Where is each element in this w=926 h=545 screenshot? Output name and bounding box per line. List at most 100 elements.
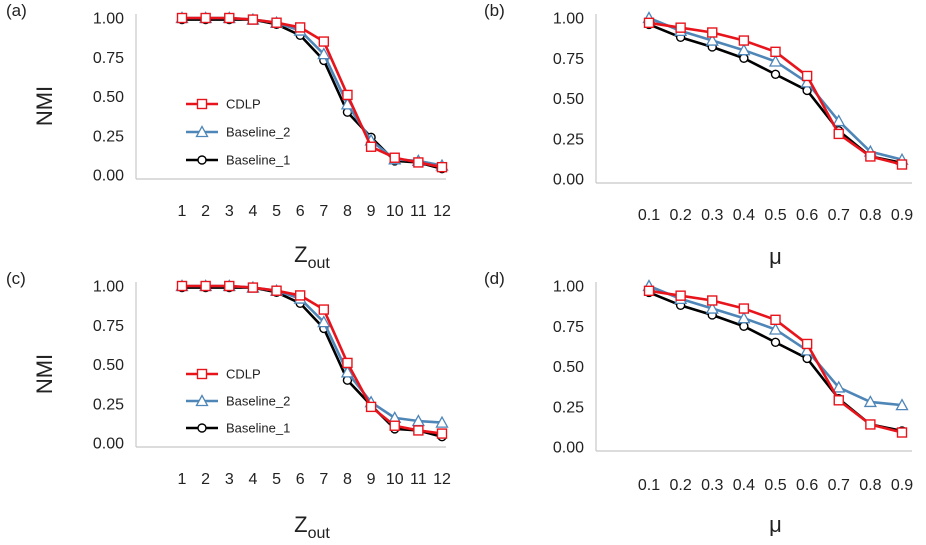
data-point — [643, 285, 655, 297]
panel-label: (a) — [6, 1, 27, 20]
x-axis-label: μ — [769, 512, 782, 537]
data-point — [317, 315, 331, 328]
data-point — [832, 380, 846, 393]
data-point — [436, 161, 448, 173]
legend-swatch-marker — [197, 155, 207, 165]
series-line — [648, 289, 903, 434]
y-tick-label: 1.00 — [553, 279, 584, 296]
x-tick-label: 4 — [248, 471, 257, 488]
x-tick-label: 9 — [367, 471, 376, 488]
data-point — [294, 290, 306, 301]
series-baseline-1 — [644, 287, 907, 436]
legend-label: CDLP — [226, 367, 261, 382]
x-tick-label: 0.4 — [733, 207, 755, 224]
data-point — [707, 295, 718, 306]
x-tick-label: 0.3 — [701, 207, 723, 224]
x-tick-label: 3 — [225, 203, 234, 220]
data-point — [176, 280, 188, 292]
x-tick-label: 0.6 — [796, 207, 818, 224]
legend-swatch-marker — [196, 368, 208, 380]
legend-swatch-marker — [195, 125, 209, 138]
series-baseline-2 — [175, 11, 449, 171]
data-point — [739, 321, 749, 331]
legend-swatch-marker — [195, 394, 209, 407]
legend-swatch-marker — [196, 98, 208, 110]
data-point — [340, 365, 355, 378]
x-axis-label-subscript: out — [308, 255, 331, 272]
x-tick-label: 12 — [433, 471, 451, 488]
x-tick-label: 7 — [319, 203, 328, 220]
y-tick-label: 0.50 — [553, 359, 584, 376]
series-baseline-1 — [644, 19, 907, 168]
data-point — [342, 89, 353, 101]
x-tick-label: 5 — [272, 471, 281, 488]
data-point — [342, 357, 353, 369]
x-axis-label: Zout — [294, 242, 330, 272]
series-baseline-1 — [177, 282, 447, 442]
data-point — [436, 428, 448, 439]
series-line — [648, 21, 903, 166]
legend: CDLP Baseline_2 Baseline_1 — [186, 367, 290, 436]
chart-panel-a: (a)0.000.250.500.751.001 2 3 4 5 6 7 8 9 10 11 12NM… — [6, 1, 451, 272]
x-tick-label: 0.7 — [828, 477, 850, 494]
legend-label: Baseline_2 — [226, 125, 290, 140]
series-line — [648, 291, 903, 433]
x-tick-label: 2 — [201, 471, 210, 488]
series-line — [648, 23, 903, 165]
y-axis-label: NMI — [32, 354, 57, 394]
data-point — [896, 159, 908, 170]
data-point — [247, 14, 259, 25]
data-point — [318, 304, 330, 315]
y-tick-label: 0.50 — [553, 91, 584, 108]
legend-item: Baseline_1 — [186, 421, 290, 436]
y-tick-label: 0.25 — [553, 399, 584, 416]
x-axis-label-main: Z — [294, 512, 307, 537]
data-point — [896, 427, 908, 438]
data-point — [389, 420, 400, 431]
data-point — [675, 290, 686, 301]
legend-item: Baseline_1 — [186, 153, 290, 168]
data-point — [801, 70, 813, 82]
y-tick-label: 0.50 — [93, 357, 124, 374]
data-point — [863, 395, 877, 408]
data-point — [200, 280, 211, 292]
panel-label: (b) — [484, 1, 505, 20]
x-axis-label-main: Z — [294, 242, 307, 267]
x-tick-label: 0.9 — [891, 207, 913, 224]
data-point — [224, 12, 235, 24]
y-tick-label: 1.00 — [93, 279, 124, 296]
x-tick-label: 6 — [296, 471, 305, 488]
y-tick-label: 0.00 — [93, 168, 124, 185]
x-axis-label-main: μ — [769, 244, 782, 269]
data-point — [200, 12, 211, 24]
data-point — [365, 401, 377, 413]
x-tick-label: 3 — [225, 471, 234, 488]
y-tick-label: 0.25 — [553, 131, 584, 148]
series-baseline-1 — [177, 14, 447, 174]
x-axis-label-main: μ — [769, 512, 782, 537]
x-tick-label: 6 — [296, 203, 305, 220]
data-point — [365, 141, 377, 152]
x-tick-label: 0.9 — [891, 477, 913, 494]
y-tick-label: 0.00 — [93, 436, 124, 453]
legend-swatch-marker — [197, 423, 207, 433]
x-tick-label: 0.7 — [828, 207, 850, 224]
series-cdlp — [643, 17, 908, 170]
data-point — [294, 22, 306, 33]
data-point — [413, 157, 424, 168]
data-point — [738, 35, 750, 46]
data-point — [833, 128, 844, 140]
y-tick-label: 1.00 — [553, 11, 584, 28]
y-axis-label: NMI — [32, 86, 57, 126]
series-line — [182, 16, 443, 167]
legend-label: Baseline_1 — [226, 153, 290, 168]
data-point — [705, 33, 719, 46]
legend-item: Baseline_2 — [186, 394, 290, 409]
legend-item: CDLP — [186, 367, 261, 382]
legend-label: Baseline_1 — [226, 421, 290, 436]
chart-panel-b: (b) 0.00 0.25 0.50 0.75 1.00 0.1 0.2 0.3 0.4 0.5 0.… — [484, 1, 913, 269]
y-tick-label: 0.75 — [553, 51, 584, 68]
data-point — [271, 285, 282, 296]
data-point — [801, 338, 813, 350]
x-tick-label: 0.2 — [670, 477, 692, 494]
